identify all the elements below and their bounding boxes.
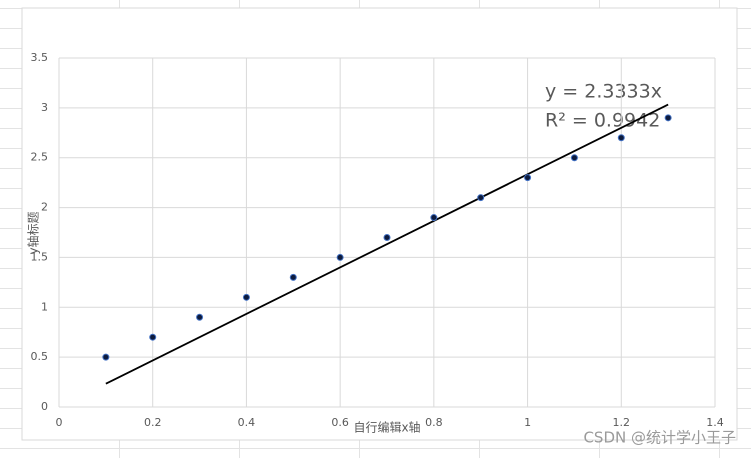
x-tick-label: 0	[56, 416, 63, 429]
y-tick-label: 0.5	[31, 350, 49, 363]
y-tick-label: 3	[41, 101, 48, 114]
y-tick-label: 2.5	[31, 151, 49, 164]
x-tick-label: 1.2	[613, 416, 631, 429]
point	[477, 194, 485, 202]
x-tick-label: 0.8	[425, 416, 443, 429]
y-tick-label: 1	[41, 300, 48, 313]
point	[196, 313, 204, 321]
point	[336, 253, 344, 261]
point	[383, 233, 391, 241]
point	[570, 154, 578, 162]
trendline	[105, 103, 669, 385]
point	[149, 333, 157, 341]
point	[664, 114, 672, 122]
point	[617, 134, 625, 142]
y-tick-label: 0	[41, 400, 48, 413]
chart-area	[21, 7, 738, 441]
point	[242, 293, 250, 301]
trend-equation: y = 2.3333x	[545, 81, 662, 103]
point	[102, 353, 110, 361]
point	[289, 273, 297, 281]
watermark: CSDN @统计学小王子	[583, 429, 736, 447]
y-tick-label: 2	[41, 201, 48, 214]
x-tick-label: 0.4	[238, 416, 256, 429]
x-axis-title: 自行编辑x轴	[353, 420, 420, 435]
point	[524, 174, 532, 182]
y-axis-title: y轴标题	[26, 211, 41, 254]
x-tick-label: 1.4	[706, 416, 724, 429]
y-tick-label: 1.5	[31, 250, 49, 263]
y-tick-label: 3.5	[31, 51, 49, 64]
x-tick-label: 0.2	[144, 416, 162, 429]
x-tick-label: 0.6	[331, 416, 349, 429]
trend-r2: R² = 0.9942	[545, 110, 660, 132]
x-tick-label: 1	[524, 416, 531, 429]
point	[430, 214, 438, 222]
